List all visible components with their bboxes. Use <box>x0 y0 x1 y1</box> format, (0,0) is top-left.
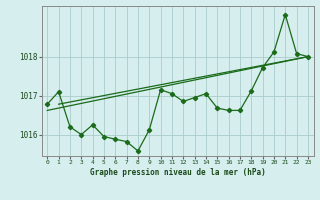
X-axis label: Graphe pression niveau de la mer (hPa): Graphe pression niveau de la mer (hPa) <box>90 168 266 177</box>
